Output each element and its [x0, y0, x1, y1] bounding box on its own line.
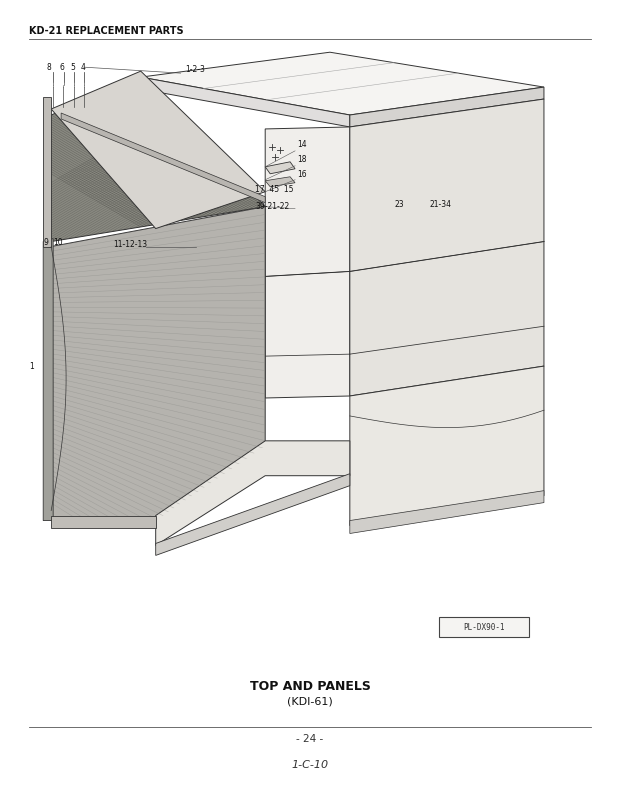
Text: 1: 1 [29, 362, 33, 370]
Polygon shape [51, 72, 265, 229]
Polygon shape [265, 162, 295, 174]
Polygon shape [141, 77, 350, 127]
Polygon shape [350, 99, 544, 396]
Text: 6: 6 [60, 63, 64, 72]
Text: ReplacementParts.com: ReplacementParts.com [242, 350, 378, 362]
Polygon shape [156, 441, 350, 545]
Text: 21-34: 21-34 [430, 200, 451, 208]
Text: 14: 14 [297, 140, 307, 149]
Polygon shape [141, 52, 544, 115]
Polygon shape [350, 366, 544, 526]
Polygon shape [156, 474, 350, 556]
Text: - 24 -: - 24 - [296, 734, 324, 744]
Text: 11-12-13: 11-12-13 [113, 240, 147, 248]
Text: 16: 16 [297, 170, 307, 178]
Polygon shape [350, 490, 544, 534]
Text: TOP AND PANELS: TOP AND PANELS [250, 681, 370, 693]
Polygon shape [43, 238, 53, 520]
Text: 17  45  15: 17 45 15 [255, 185, 294, 193]
Text: (KDI-61): (KDI-61) [287, 697, 333, 707]
Text: 10: 10 [53, 238, 63, 247]
Polygon shape [51, 77, 265, 241]
Polygon shape [51, 207, 265, 520]
Text: 18: 18 [297, 155, 306, 163]
Text: PL-DX90-1: PL-DX90-1 [463, 623, 505, 632]
Text: 8: 8 [46, 63, 51, 72]
Text: 9: 9 [44, 238, 48, 247]
Text: 1-2-3: 1-2-3 [185, 65, 205, 74]
Bar [440, 617, 529, 637]
Polygon shape [51, 516, 156, 527]
Polygon shape [265, 177, 295, 187]
Polygon shape [61, 113, 265, 203]
Polygon shape [265, 127, 350, 398]
Polygon shape [43, 97, 51, 247]
Text: 23: 23 [394, 200, 404, 208]
Text: 4: 4 [81, 63, 86, 72]
Text: KD-21 REPLACEMENT PARTS: KD-21 REPLACEMENT PARTS [29, 26, 184, 36]
Text: 39-21-22: 39-21-22 [255, 202, 290, 211]
Text: 5: 5 [71, 63, 76, 72]
Polygon shape [350, 87, 544, 127]
Text: 1-C-10: 1-C-10 [291, 760, 329, 769]
